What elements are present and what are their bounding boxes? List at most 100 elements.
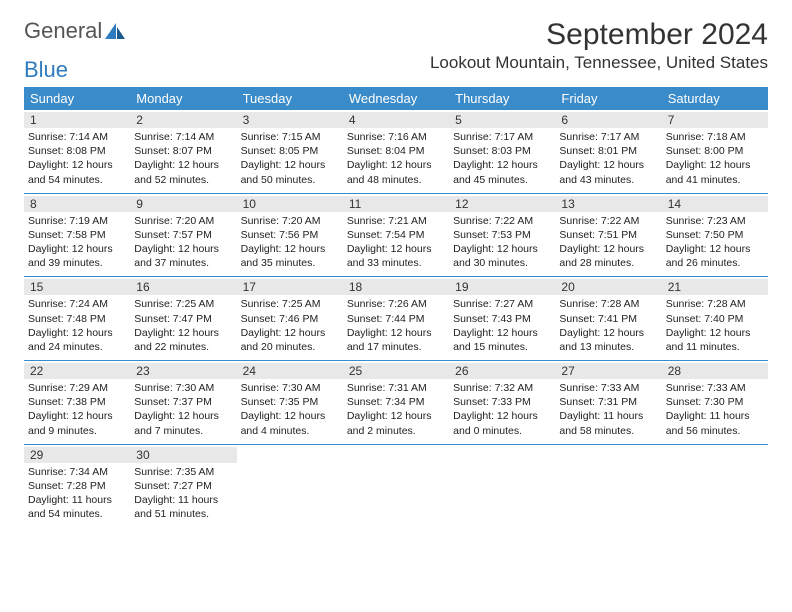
day-number: 19 bbox=[449, 279, 555, 295]
logo: General bbox=[24, 18, 126, 44]
week-row: 1 Sunrise: 7:14 AMSunset: 8:08 PMDaylight… bbox=[24, 110, 768, 194]
day-20: 20 Sunrise: 7:28 AMSunset: 7:41 PMDayligh… bbox=[555, 277, 661, 360]
day-number: 12 bbox=[449, 196, 555, 212]
day-24: 24 Sunrise: 7:30 AMSunset: 7:35 PMDayligh… bbox=[237, 361, 343, 444]
day-info: Sunrise: 7:14 AMSunset: 8:08 PMDaylight:… bbox=[28, 130, 126, 187]
day-number: 24 bbox=[237, 363, 343, 379]
week-row: 8 Sunrise: 7:19 AMSunset: 7:58 PMDaylight… bbox=[24, 194, 768, 278]
day-info: Sunrise: 7:27 AMSunset: 7:43 PMDaylight:… bbox=[453, 297, 551, 354]
day-number: 8 bbox=[24, 196, 130, 212]
logo-text-1: General bbox=[24, 18, 102, 44]
day-19: 19 Sunrise: 7:27 AMSunset: 7:43 PMDayligh… bbox=[449, 277, 555, 360]
day-info: Sunrise: 7:28 AMSunset: 7:41 PMDaylight:… bbox=[559, 297, 657, 354]
weekday-saturday: Saturday bbox=[662, 87, 768, 110]
day-info: Sunrise: 7:21 AMSunset: 7:54 PMDaylight:… bbox=[347, 214, 445, 271]
day-10: 10Sunrise: 7:20 AMSunset: 7:56 PMDayligh… bbox=[237, 194, 343, 277]
day-11: 11 Sunrise: 7:21 AMSunset: 7:54 PMDayligh… bbox=[343, 194, 449, 277]
day-21: 21Sunrise: 7:28 AMSunset: 7:40 PMDayligh… bbox=[662, 277, 768, 360]
day-info: Sunrise: 7:19 AMSunset: 7:58 PMDaylight:… bbox=[28, 214, 126, 271]
day-number: 29 bbox=[24, 447, 130, 463]
day-5: 5 Sunrise: 7:17 AMSunset: 8:03 PMDaylight… bbox=[449, 110, 555, 193]
day-number: 18 bbox=[343, 279, 449, 295]
day-info: Sunrise: 7:17 AMSunset: 8:03 PMDaylight:… bbox=[453, 130, 551, 187]
day-22: 22Sunrise: 7:29 AMSunset: 7:38 PMDayligh… bbox=[24, 361, 130, 444]
weekday-friday: Friday bbox=[555, 87, 661, 110]
day-info: Sunrise: 7:28 AMSunset: 7:40 PMDaylight:… bbox=[666, 297, 764, 354]
empty-cell bbox=[343, 445, 449, 528]
day-info: Sunrise: 7:30 AMSunset: 7:37 PMDaylight:… bbox=[134, 381, 232, 438]
weekday-thursday: Thursday bbox=[449, 87, 555, 110]
weekday-tuesday: Tuesday bbox=[237, 87, 343, 110]
day-4: 4Sunrise: 7:16 AMSunset: 8:04 PMDaylight… bbox=[343, 110, 449, 193]
day-28: 28 Sunrise: 7:33 AMSunset: 7:30 PMDayligh… bbox=[662, 361, 768, 444]
day-3: 3 Sunrise: 7:15 AMSunset: 8:05 PMDaylight… bbox=[237, 110, 343, 193]
day-6: 6 Sunrise: 7:17 AMSunset: 8:01 PMDaylight… bbox=[555, 110, 661, 193]
day-number: 13 bbox=[555, 196, 661, 212]
day-7: 7 Sunrise: 7:18 AMSunset: 8:00 PMDaylight… bbox=[662, 110, 768, 193]
logo-sail-icon bbox=[104, 22, 126, 40]
day-number: 20 bbox=[555, 279, 661, 295]
day-info: Sunrise: 7:33 AMSunset: 7:31 PMDaylight:… bbox=[559, 381, 657, 438]
day-25: 25 Sunrise: 7:31 AMSunset: 7:34 PMDayligh… bbox=[343, 361, 449, 444]
day-info: Sunrise: 7:31 AMSunset: 7:34 PMDaylight:… bbox=[347, 381, 445, 438]
day-info: Sunrise: 7:15 AMSunset: 8:05 PMDaylight:… bbox=[241, 130, 339, 187]
day-23: 23 Sunrise: 7:30 AMSunset: 7:37 PMDayligh… bbox=[130, 361, 236, 444]
day-number: 9 bbox=[130, 196, 236, 212]
day-info: Sunrise: 7:26 AMSunset: 7:44 PMDaylight:… bbox=[347, 297, 445, 354]
day-info: Sunrise: 7:34 AMSunset: 7:28 PMDaylight:… bbox=[28, 465, 126, 522]
week-row: 29 Sunrise: 7:34 AMSunset: 7:28 PMDayligh… bbox=[24, 445, 768, 528]
day-info: Sunrise: 7:35 AMSunset: 7:27 PMDaylight:… bbox=[134, 465, 232, 522]
day-30: 30 Sunrise: 7:35 AMSunset: 7:27 PMDayligh… bbox=[130, 445, 236, 528]
empty-cell bbox=[662, 445, 768, 528]
day-14: 14Sunrise: 7:23 AMSunset: 7:50 PMDayligh… bbox=[662, 194, 768, 277]
day-9: 9Sunrise: 7:20 AMSunset: 7:57 PMDaylight… bbox=[130, 194, 236, 277]
day-number: 25 bbox=[343, 363, 449, 379]
day-number: 22 bbox=[24, 363, 130, 379]
day-15: 15 Sunrise: 7:24 AMSunset: 7:48 PMDayligh… bbox=[24, 277, 130, 360]
day-info: Sunrise: 7:22 AMSunset: 7:53 PMDaylight:… bbox=[453, 214, 551, 271]
day-info: Sunrise: 7:22 AMSunset: 7:51 PMDaylight:… bbox=[559, 214, 657, 271]
day-number: 30 bbox=[130, 447, 236, 463]
day-number: 1 bbox=[24, 112, 130, 128]
weekday-sunday: Sunday bbox=[24, 87, 130, 110]
day-8: 8 Sunrise: 7:19 AMSunset: 7:58 PMDaylight… bbox=[24, 194, 130, 277]
month-title: September 2024 bbox=[430, 18, 768, 51]
day-16: 16Sunrise: 7:25 AMSunset: 7:47 PMDayligh… bbox=[130, 277, 236, 360]
day-number: 15 bbox=[24, 279, 130, 295]
day-number: 3 bbox=[237, 112, 343, 128]
day-info: Sunrise: 7:18 AMSunset: 8:00 PMDaylight:… bbox=[666, 130, 764, 187]
day-number: 28 bbox=[662, 363, 768, 379]
day-info: Sunrise: 7:24 AMSunset: 7:48 PMDaylight:… bbox=[28, 297, 126, 354]
day-info: Sunrise: 7:25 AMSunset: 7:46 PMDaylight:… bbox=[241, 297, 339, 354]
day-info: Sunrise: 7:17 AMSunset: 8:01 PMDaylight:… bbox=[559, 130, 657, 187]
day-27: 27 Sunrise: 7:33 AMSunset: 7:31 PMDayligh… bbox=[555, 361, 661, 444]
day-1: 1 Sunrise: 7:14 AMSunset: 8:08 PMDaylight… bbox=[24, 110, 130, 193]
week-row: 22Sunrise: 7:29 AMSunset: 7:38 PMDayligh… bbox=[24, 361, 768, 445]
weekday-monday: Monday bbox=[130, 87, 236, 110]
logo-text-2: Blue bbox=[24, 57, 68, 83]
day-number: 6 bbox=[555, 112, 661, 128]
day-number: 27 bbox=[555, 363, 661, 379]
weekday-wednesday: Wednesday bbox=[343, 87, 449, 110]
day-26: 26Sunrise: 7:32 AMSunset: 7:33 PMDayligh… bbox=[449, 361, 555, 444]
empty-cell bbox=[555, 445, 661, 528]
week-row: 15 Sunrise: 7:24 AMSunset: 7:48 PMDayligh… bbox=[24, 277, 768, 361]
day-number: 5 bbox=[449, 112, 555, 128]
day-info: Sunrise: 7:32 AMSunset: 7:33 PMDaylight:… bbox=[453, 381, 551, 438]
day-info: Sunrise: 7:30 AMSunset: 7:35 PMDaylight:… bbox=[241, 381, 339, 438]
day-number: 11 bbox=[343, 196, 449, 212]
day-number: 10 bbox=[237, 196, 343, 212]
day-info: Sunrise: 7:33 AMSunset: 7:30 PMDaylight:… bbox=[666, 381, 764, 438]
day-number: 17 bbox=[237, 279, 343, 295]
day-13: 13 Sunrise: 7:22 AMSunset: 7:51 PMDayligh… bbox=[555, 194, 661, 277]
day-18: 18 Sunrise: 7:26 AMSunset: 7:44 PMDayligh… bbox=[343, 277, 449, 360]
day-29: 29 Sunrise: 7:34 AMSunset: 7:28 PMDayligh… bbox=[24, 445, 130, 528]
day-number: 23 bbox=[130, 363, 236, 379]
calendar: SundayMondayTuesdayWednesdayThursdayFrid… bbox=[24, 87, 768, 527]
empty-cell bbox=[237, 445, 343, 528]
day-number: 2 bbox=[130, 112, 236, 128]
day-number: 14 bbox=[662, 196, 768, 212]
day-info: Sunrise: 7:25 AMSunset: 7:47 PMDaylight:… bbox=[134, 297, 232, 354]
empty-cell bbox=[449, 445, 555, 528]
day-number: 7 bbox=[662, 112, 768, 128]
